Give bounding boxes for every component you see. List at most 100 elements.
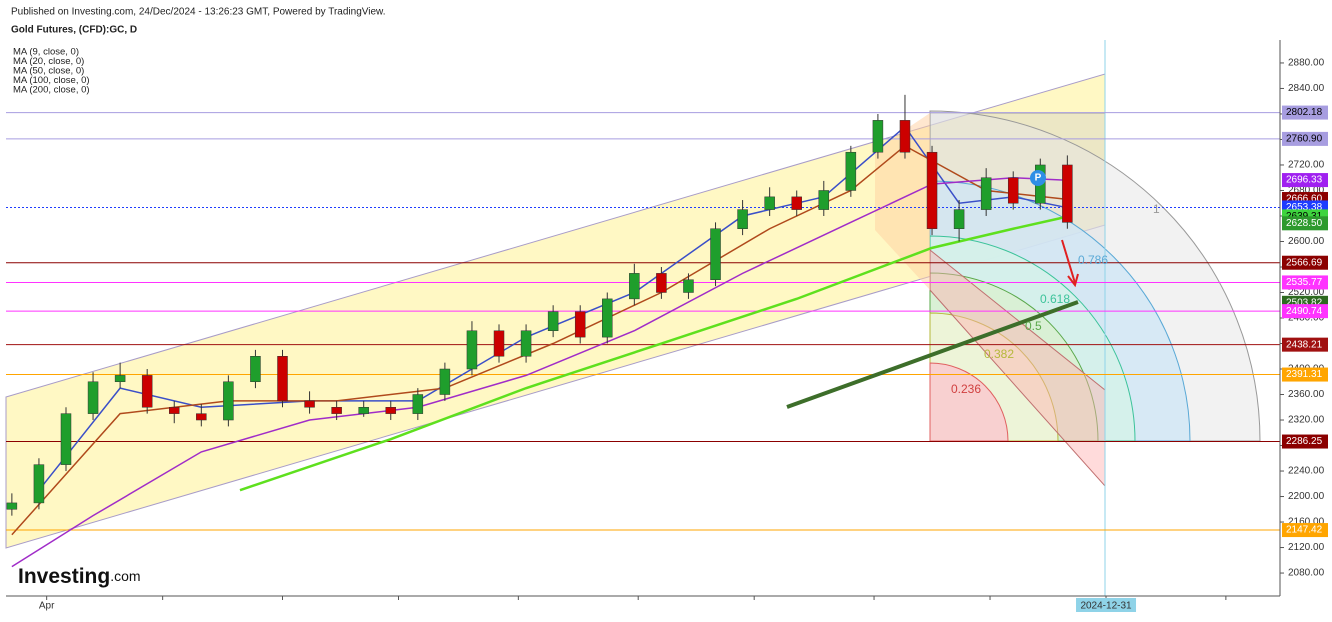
- candle-body: [791, 196, 802, 210]
- candle-body: [223, 381, 234, 421]
- legend-entry: MA (200, close, 0): [13, 85, 90, 96]
- level-label-box: [1282, 304, 1328, 319]
- symbol-title: Gold Futures, (CFD):GC, D: [11, 25, 137, 36]
- candle-body: [574, 311, 586, 338]
- moving-average: [11, 176, 1068, 568]
- level-label-box: [1282, 131, 1328, 146]
- fib-label: 0.5: [1025, 319, 1042, 333]
- legend-entry: MA (50, close, 0): [13, 66, 84, 77]
- y-tick-label: 2680.00: [1288, 185, 1325, 196]
- level-label-box: [1282, 275, 1328, 290]
- x-label-box: [1076, 598, 1137, 612]
- level-label: 2535.77: [1286, 277, 1323, 288]
- level-label: 2696.33: [1286, 175, 1323, 186]
- level-label: 2147.42: [1286, 525, 1323, 536]
- candle-body: [953, 209, 965, 229]
- level-label: 2802.18: [1286, 107, 1323, 118]
- candle-body: [250, 356, 261, 383]
- level-label: 2653.38: [1286, 202, 1323, 213]
- trend-line: [786, 300, 1079, 409]
- arrow-shaft: [1061, 239, 1076, 284]
- level-label: 2286.25: [1286, 436, 1323, 447]
- candle-body: [277, 356, 288, 402]
- candle-body: [87, 381, 99, 414]
- moving-average: [239, 215, 1068, 492]
- y-tick-label: 2840.00: [1288, 83, 1325, 94]
- legend-entry: MA (20, close, 0): [13, 56, 84, 67]
- candle-body: [33, 464, 45, 504]
- level-label: 2566.69: [1286, 257, 1323, 268]
- candle-body: [304, 400, 315, 408]
- level-label-box: [1282, 337, 1328, 352]
- level-label-box: [1282, 434, 1328, 449]
- fib-label: 0.382: [984, 347, 1014, 361]
- level-label-box: [1282, 367, 1328, 382]
- legend-entry: MA (9, close, 0): [13, 47, 79, 58]
- level-label-box: [1282, 173, 1328, 188]
- marker-label: P: [1035, 173, 1042, 184]
- marker-badge: [1030, 170, 1046, 186]
- candle-body: [1007, 177, 1019, 204]
- candle-body: [60, 413, 72, 465]
- candle-body: [520, 330, 532, 357]
- candle-body: [168, 407, 180, 414]
- candle-body: [602, 298, 613, 338]
- y-tick-label: 2600.00: [1288, 236, 1325, 247]
- y-tick-label: 2240.00: [1288, 466, 1325, 477]
- candle-body: [439, 368, 451, 395]
- logo: Investing.com: [18, 565, 141, 588]
- candle-body: [710, 228, 721, 280]
- y-tick-label: 2720.00: [1288, 160, 1325, 171]
- candle-body: [980, 177, 992, 210]
- candle-body: [872, 120, 884, 153]
- level-label-box: [1282, 105, 1328, 120]
- candle-body: [196, 413, 207, 421]
- arrow-head: [1067, 273, 1079, 288]
- candle-body: [926, 151, 938, 229]
- candle-body: [899, 120, 911, 153]
- level-label: 2628.50: [1286, 218, 1323, 229]
- candle-body: [818, 190, 830, 210]
- y-tick-label: 2320.00: [1288, 415, 1325, 426]
- y-tick-label: 2360.00: [1288, 389, 1325, 400]
- y-tick-label: 2120.00: [1288, 542, 1325, 553]
- legend-entry: MA (100, close, 0): [13, 75, 90, 86]
- y-tick-label: 2080.00: [1288, 568, 1325, 579]
- level-label-box: [1282, 216, 1328, 231]
- y-tick-label: 2200.00: [1288, 491, 1325, 502]
- candle-body: [764, 196, 775, 210]
- logo-suffix: .com: [110, 568, 140, 584]
- level-label: 2438.21: [1286, 339, 1323, 350]
- candle-body: [656, 273, 667, 293]
- candle-body: [737, 209, 748, 229]
- candle-body: [141, 375, 153, 408]
- candle-body: [493, 330, 505, 357]
- x-tick-label: Apr: [39, 601, 55, 612]
- fib-shade: [875, 113, 930, 290]
- level-label-box: [1282, 255, 1328, 270]
- fib-label: 0.236: [951, 382, 981, 396]
- level-label: 2760.90: [1286, 134, 1323, 145]
- y-tick-label: 2880.00: [1288, 58, 1325, 69]
- fib-label: 0.618: [1040, 292, 1070, 306]
- level-label: 2503.82: [1286, 297, 1323, 308]
- candle-body: [845, 151, 857, 191]
- level-label: 2490.74: [1286, 306, 1323, 317]
- candle-body: [629, 273, 640, 300]
- candle-body: [114, 375, 126, 383]
- candle-body: [385, 407, 397, 414]
- logo-brand: Investing: [18, 565, 110, 588]
- candle-body: [547, 311, 559, 332]
- fib-label: 1: [1153, 202, 1160, 216]
- level-label-box: [1282, 523, 1328, 538]
- y-tick-label: 2160.00: [1288, 517, 1325, 528]
- candle-body: [6, 502, 18, 510]
- candle-body: [683, 279, 694, 293]
- candle-body: [358, 407, 369, 414]
- candle-body: [412, 394, 424, 414]
- candle-body: [331, 407, 342, 414]
- y-tick-label: 2520.00: [1288, 287, 1325, 298]
- fib-label: 0.786: [1078, 253, 1108, 267]
